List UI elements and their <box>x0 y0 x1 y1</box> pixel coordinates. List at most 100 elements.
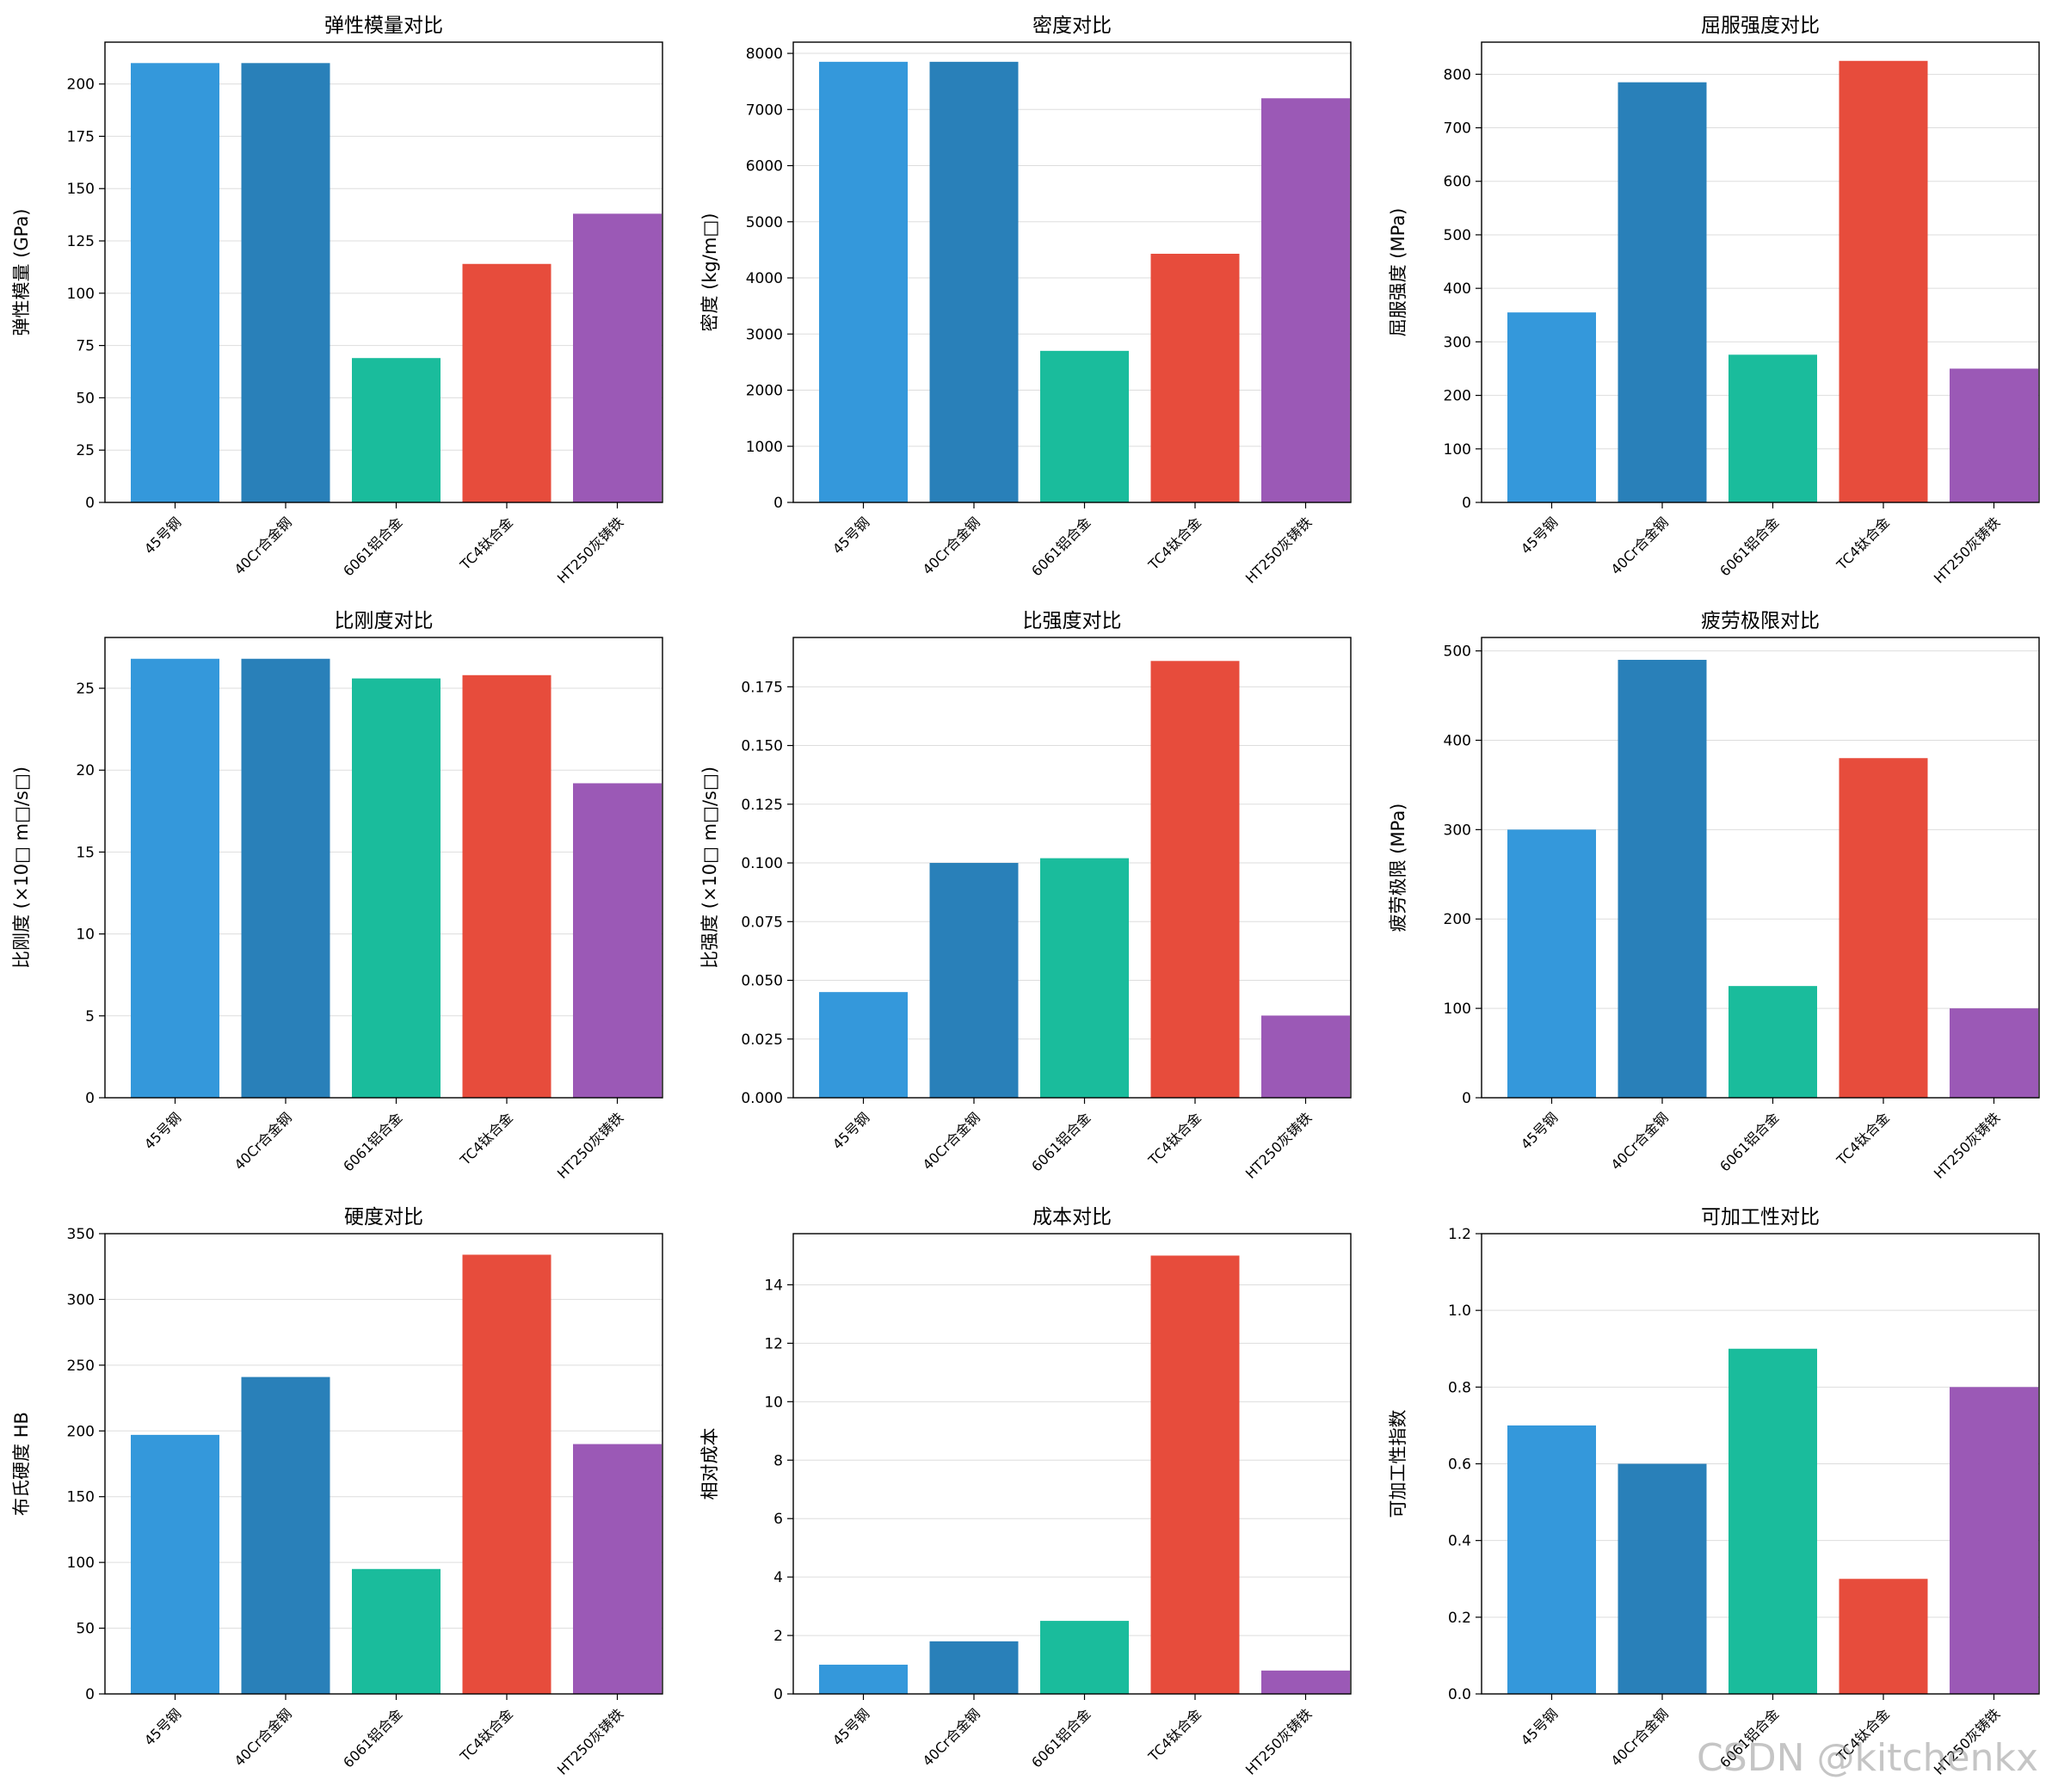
x-tick-label: TC4钛合金 <box>1144 514 1204 573</box>
x-tick-label: 45号钢 <box>1518 1705 1561 1748</box>
x-tick-label: 40Cr合金钢 <box>919 514 983 577</box>
y-tick-label: 150 <box>67 1489 95 1506</box>
chart-title: 疲劳极限对比 <box>1701 610 1820 632</box>
x-tick-label: HT250灰铸铁 <box>1931 514 2003 586</box>
y-tick-label: 100 <box>1444 441 1471 459</box>
y-tick-label: 0 <box>85 495 95 512</box>
x-tick-label: HT250灰铸铁 <box>554 1109 626 1181</box>
y-tick-label: 1.0 <box>1448 1302 1471 1320</box>
y-tick-label: 300 <box>1444 822 1471 839</box>
bar <box>241 1376 330 1694</box>
y-tick-label: 4 <box>773 1569 783 1586</box>
y-tick-label: 2 <box>773 1628 783 1645</box>
x-tick-label: 45号钢 <box>141 514 184 557</box>
y-tick-label: 400 <box>1444 280 1471 298</box>
y-tick-label: 300 <box>67 1291 95 1309</box>
bar <box>462 1254 552 1694</box>
bar <box>462 263 552 502</box>
x-tick-label: HT250灰铸铁 <box>1242 1705 1315 1777</box>
y-tick-label: 50 <box>76 390 95 407</box>
x-tick-label: 40Cr合金钢 <box>919 1109 983 1173</box>
y-axis-label: 可加工性指数 <box>1388 1410 1408 1518</box>
x-tick-label: TC4钛合金 <box>1144 1109 1204 1168</box>
x-tick-label: HT250灰铸铁 <box>1931 1109 2003 1181</box>
bar <box>462 674 552 1098</box>
y-tick-label: 25 <box>76 442 95 459</box>
y-tick-label: 150 <box>67 181 95 198</box>
bar <box>1950 1387 2038 1694</box>
y-axis-label: 疲劳极限 (MPa) <box>1388 804 1408 933</box>
bar <box>1950 1008 2038 1098</box>
y-tick-label: 0.025 <box>741 1031 783 1049</box>
y-tick-label: 75 <box>76 338 95 355</box>
chart-panel: 0 100 200 300 400 500 45号钢 40Cr合金钢 6061铝合金 TC4钛合金… <box>1388 610 2040 1182</box>
x-tick-label: 6061铝合金 <box>1028 1705 1094 1770</box>
y-axis-label: 弹性模量 (GPa) <box>11 209 32 336</box>
bar <box>1728 986 1817 1098</box>
bar <box>352 358 441 502</box>
x-tick-label: 40Cr合金钢 <box>231 514 294 577</box>
bar <box>573 213 662 502</box>
x-tick-label: 6061铝合金 <box>340 1109 405 1174</box>
y-tick-label: 0 <box>1462 495 1471 512</box>
y-tick-label: 15 <box>76 844 95 861</box>
x-tick-label: 6061铝合金 <box>1716 514 1782 579</box>
bar <box>1040 858 1129 1098</box>
y-tick-label: 12 <box>764 1335 783 1352</box>
y-tick-label: 6 <box>773 1511 783 1528</box>
chart-title: 比刚度对比 <box>335 610 434 632</box>
y-tick-label: 250 <box>67 1358 95 1375</box>
bar <box>1839 1579 1928 1694</box>
y-tick-label: 7000 <box>746 102 783 119</box>
y-tick-label: 0.6 <box>1448 1456 1471 1474</box>
y-tick-label: 8 <box>773 1452 783 1469</box>
y-tick-label: 100 <box>67 1555 95 1572</box>
y-tick-label: 5000 <box>746 214 783 231</box>
y-tick-label: 800 <box>1444 66 1471 83</box>
bar <box>352 1568 441 1694</box>
bar <box>1150 1255 1240 1694</box>
y-tick-label: 200 <box>1444 388 1471 405</box>
bar <box>1728 1348 1817 1694</box>
x-tick-label: 6061铝合金 <box>1028 514 1094 579</box>
y-tick-label: 6000 <box>746 158 783 176</box>
x-tick-label: TC4钛合金 <box>1144 1705 1204 1764</box>
bar <box>929 61 1019 502</box>
bar <box>929 1641 1019 1694</box>
x-tick-label: TC4钛合金 <box>456 1109 515 1168</box>
x-tick-label: 45号钢 <box>141 1109 184 1152</box>
y-tick-label: 10 <box>764 1394 783 1411</box>
bar <box>352 678 441 1098</box>
bar <box>1507 312 1596 502</box>
y-axis-label: 比刚度 (×10□ m□/s□) <box>11 767 32 969</box>
x-tick-label: TC4钛合金 <box>456 1705 515 1764</box>
y-tick-label: 4000 <box>746 270 783 287</box>
bar <box>241 63 330 503</box>
y-tick-label: 0 <box>85 1686 95 1703</box>
x-tick-label: 40Cr合金钢 <box>1607 1109 1671 1173</box>
bar <box>1618 1463 1707 1694</box>
plot-frame <box>1481 41 2040 503</box>
bar <box>241 658 330 1098</box>
y-tick-label: 0 <box>85 1090 95 1107</box>
y-tick-label: 1000 <box>746 439 783 456</box>
y-tick-label: 0.2 <box>1448 1610 1471 1627</box>
bar <box>1040 350 1129 502</box>
y-tick-label: 14 <box>764 1277 783 1294</box>
chart-panel: 0 5 10 15 20 25 45号钢 40Cr合金钢 6061铝合金 TC4钛合金 HT250灰… <box>11 610 663 1182</box>
y-tick-label: 500 <box>1444 644 1471 661</box>
plot-frame <box>792 1233 1352 1695</box>
y-tick-label: 0 <box>773 495 783 512</box>
x-tick-label: 40Cr合金钢 <box>919 1705 983 1769</box>
x-tick-label: 40Cr合金钢 <box>1607 514 1671 577</box>
y-tick-label: 0.050 <box>741 973 783 990</box>
plot-frame <box>792 41 1352 503</box>
plot-frame <box>104 1233 663 1695</box>
y-tick-label: 25 <box>76 680 95 698</box>
y-tick-label: 5 <box>85 1008 95 1025</box>
y-axis-label: 比强度 (×10□ m□/s□) <box>699 767 720 969</box>
x-tick-label: 40Cr合金钢 <box>231 1705 294 1769</box>
y-tick-label: 0.125 <box>741 797 783 814</box>
x-tick-label: 6061铝合金 <box>1716 1109 1782 1174</box>
